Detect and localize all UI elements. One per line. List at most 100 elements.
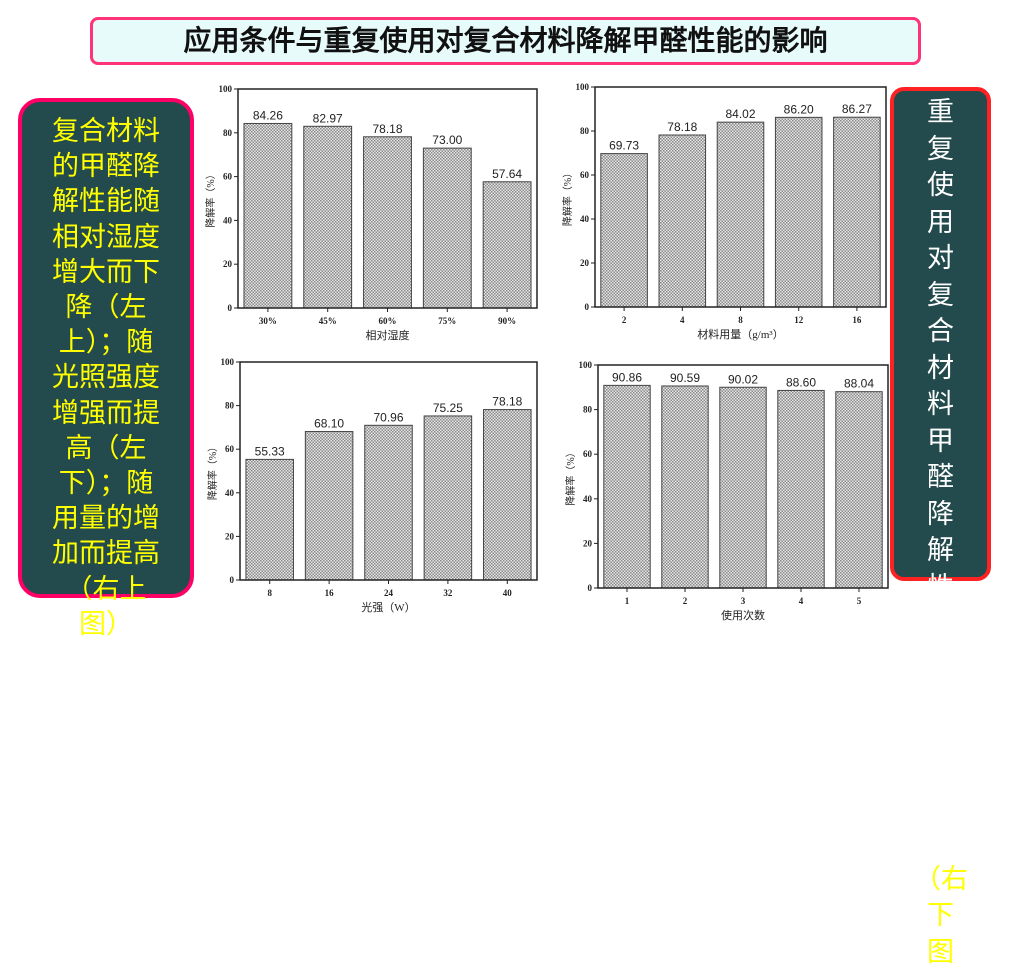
chart-reuse-times: 90.86 1 90.59 2 90.02 3 88.60 4 88.04 5 0 20 40 60 80 1… — [564, 360, 889, 621]
data-label: 90.02 — [728, 372, 758, 386]
data-label: 57.64 — [492, 167, 522, 181]
y-tick-label: 20 — [223, 259, 233, 269]
x-tick-label: 16 — [852, 315, 862, 325]
bar — [835, 391, 883, 589]
data-label: 90.86 — [612, 370, 642, 384]
bar — [422, 147, 472, 309]
data-label: 84.26 — [253, 108, 283, 122]
y-tick-label: 80 — [223, 128, 233, 138]
y-tick-label: 0 — [585, 302, 590, 312]
data-label: 88.04 — [844, 377, 874, 391]
right-note-ref: （右下图 — [914, 863, 968, 968]
bar — [600, 153, 648, 308]
y-tick-label: 20 — [583, 538, 593, 548]
y-tick-label: 60 — [225, 444, 235, 454]
y-tick-label: 100 — [221, 357, 235, 367]
right-note-box: 重复使用对复合材料甲醛降解性能没有显著影响 （右下图 — [890, 87, 991, 968]
y-tick-label: 40 — [225, 488, 235, 498]
right-note-text: 重复使用对复合材料甲醛降解性能没有显著影响 — [927, 97, 954, 858]
data-label: 82.97 — [313, 111, 343, 125]
y-tick-label: 0 — [230, 575, 235, 585]
bar — [303, 125, 353, 309]
y-tick-label: 60 — [223, 172, 233, 182]
x-tick-label: 8 — [738, 315, 743, 325]
bar — [482, 181, 532, 309]
bar — [423, 415, 473, 581]
chart-light-intensity: 55.33 8 68.10 16 70.96 24 75.25 32 78.18 40 0 20 40 6… — [206, 357, 538, 614]
chart-material-amount: 69.73 2 78.18 4 84.02 8 86.20 12 86.27 16 0 20 40 60 8… — [561, 82, 887, 341]
y-tick-label: 0 — [228, 303, 233, 313]
y-tick-label: 80 — [580, 126, 590, 136]
y-axis-label: 降解率（%） — [204, 169, 217, 227]
x-tick-label: 2 — [622, 315, 627, 325]
y-tick-label: 60 — [583, 449, 593, 459]
x-tick-label: 30% — [259, 316, 277, 326]
data-label: 78.18 — [372, 122, 402, 136]
y-tick-label: 0 — [588, 583, 593, 593]
data-label: 69.73 — [609, 139, 639, 153]
y-axis-label: 降解率（%） — [561, 168, 574, 226]
plot-frame — [237, 88, 538, 309]
data-label: 86.20 — [784, 102, 814, 116]
bar — [719, 386, 767, 589]
y-tick-label: 100 — [576, 82, 590, 92]
bar — [603, 384, 651, 589]
data-label: 55.33 — [255, 444, 285, 458]
x-tick-label: 45% — [319, 316, 337, 326]
x-tick-label: 4 — [680, 315, 685, 325]
bar — [364, 424, 413, 581]
data-label: 68.10 — [314, 417, 344, 431]
bar — [243, 122, 293, 309]
x-tick-label: 90% — [498, 316, 516, 326]
bar — [304, 431, 354, 581]
x-axis-label: 材料用量（g/m³） — [697, 327, 783, 341]
bar — [661, 385, 709, 589]
plot-frame — [597, 364, 889, 589]
data-label: 88.60 — [786, 375, 816, 389]
x-tick-label: 8 — [267, 588, 272, 598]
x-tick-label: 75% — [438, 316, 456, 326]
plot-frame — [239, 361, 538, 581]
bar — [777, 389, 825, 589]
y-tick-label: 100 — [579, 360, 593, 370]
y-axis-label: 降解率（%） — [206, 442, 219, 500]
x-tick-label: 12 — [794, 315, 804, 325]
x-tick-label: 60% — [379, 316, 397, 326]
x-tick-label: 16 — [325, 588, 335, 598]
x-tick-label: 2 — [683, 596, 688, 606]
y-axis-label: 降解率（%） — [564, 447, 577, 505]
x-tick-label: 1 — [625, 596, 630, 606]
x-axis-label: 相对湿度 — [366, 328, 410, 342]
x-tick-label: 4 — [799, 596, 804, 606]
bar — [483, 409, 532, 581]
x-tick-label: 24 — [384, 588, 394, 598]
x-axis-label: 使用次数 — [721, 608, 765, 621]
y-tick-label: 40 — [580, 214, 590, 224]
x-tick-label: 5 — [857, 596, 862, 606]
x-tick-label: 32 — [443, 588, 453, 598]
y-tick-label: 20 — [580, 258, 590, 268]
y-tick-label: 80 — [583, 405, 593, 415]
data-label: 73.00 — [432, 133, 462, 147]
x-tick-label: 3 — [741, 596, 746, 606]
y-tick-label: 100 — [219, 84, 233, 94]
data-label: 84.02 — [725, 107, 755, 121]
chart-humidity: 84.26 30% 82.97 45% 78.18 60% 73.00 75% 57.64 90%… — [204, 84, 538, 342]
left-note-text: 复合材料的甲醛降解性能随相对湿度增大而下降（左上）；随光照强度增强而提高（左下）… — [52, 116, 160, 640]
slide-title: 应用条件与重复使用对复合材料降解甲醛性能的影响 — [90, 17, 921, 65]
y-tick-label: 40 — [583, 494, 593, 504]
x-tick-label: 40 — [503, 588, 513, 598]
y-tick-label: 60 — [580, 170, 590, 180]
bar — [245, 458, 294, 581]
bar — [833, 116, 881, 308]
data-label: 75.25 — [433, 401, 463, 415]
bar — [774, 116, 823, 308]
y-tick-label: 20 — [225, 531, 235, 541]
data-label: 78.18 — [492, 395, 522, 409]
data-label: 90.59 — [670, 371, 700, 385]
bar — [658, 134, 707, 308]
data-label: 86.27 — [842, 102, 872, 116]
left-note-box: 复合材料的甲醛降解性能随相对湿度增大而下降（左上）；随光照强度增强而提高（左下）… — [18, 98, 194, 640]
bar — [363, 136, 412, 309]
x-axis-label: 光强（W） — [361, 600, 415, 614]
